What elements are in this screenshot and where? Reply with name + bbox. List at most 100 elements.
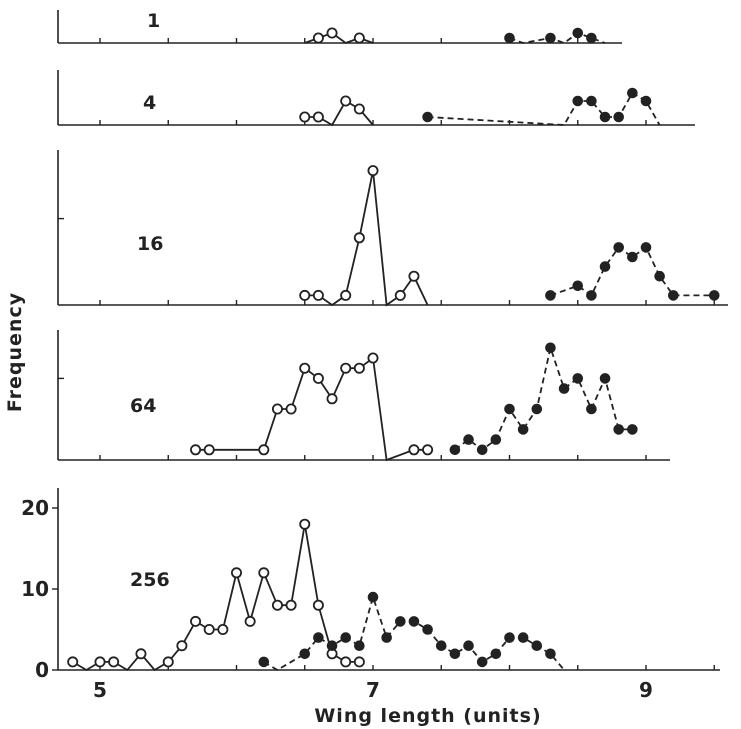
x-tick-label: 5 bbox=[93, 678, 107, 702]
data-point bbox=[394, 289, 406, 301]
filled-circle-series bbox=[449, 342, 638, 456]
panel-label: 1 bbox=[147, 10, 160, 32]
data-point bbox=[190, 615, 202, 627]
x-axis-title: Wing length (units) bbox=[314, 705, 541, 727]
data-point bbox=[613, 424, 625, 435]
data-point bbox=[312, 289, 324, 301]
data-point bbox=[313, 632, 324, 643]
data-point bbox=[285, 403, 297, 415]
data-point bbox=[258, 567, 270, 579]
data-point bbox=[367, 591, 379, 603]
data-point bbox=[504, 632, 515, 643]
data-point bbox=[572, 373, 584, 384]
data-point bbox=[627, 87, 638, 99]
data-point bbox=[340, 362, 352, 374]
data-point bbox=[340, 95, 352, 107]
data-point bbox=[449, 444, 461, 456]
filled-circle-series bbox=[258, 591, 565, 672]
open-circle-series bbox=[190, 352, 434, 462]
data-point bbox=[627, 251, 638, 263]
y-axis-title: Frequency bbox=[4, 292, 26, 412]
data-point bbox=[340, 632, 352, 643]
data-point bbox=[599, 373, 611, 384]
data-point bbox=[545, 290, 556, 301]
data-point bbox=[367, 352, 379, 364]
data-point bbox=[640, 242, 652, 253]
data-point bbox=[176, 640, 188, 652]
data-point bbox=[599, 261, 611, 272]
data-point bbox=[354, 640, 365, 652]
data-point bbox=[572, 280, 584, 292]
data-point bbox=[558, 383, 570, 394]
data-point bbox=[517, 424, 529, 435]
data-point bbox=[299, 518, 311, 530]
data-point bbox=[490, 648, 502, 660]
series-line bbox=[427, 91, 661, 126]
chart-panels: 1 4 16 64 0 10 20 256 5 7 9 bbox=[21, 10, 728, 702]
data-point bbox=[394, 616, 406, 627]
panel-1: 1 bbox=[57, 10, 622, 45]
filled-circle-series bbox=[545, 242, 720, 301]
data-point bbox=[299, 289, 311, 301]
data-point bbox=[203, 624, 215, 636]
data-point bbox=[135, 648, 147, 660]
open-circle-series bbox=[299, 95, 374, 127]
data-point bbox=[545, 648, 556, 660]
data-point bbox=[627, 424, 638, 435]
data-point bbox=[463, 640, 474, 652]
data-point bbox=[299, 111, 311, 123]
data-point bbox=[326, 393, 338, 405]
data-point bbox=[340, 656, 352, 668]
data-point bbox=[353, 32, 365, 44]
data-point bbox=[422, 111, 433, 123]
data-point bbox=[531, 403, 543, 415]
data-point bbox=[504, 403, 515, 415]
open-circle-series bbox=[304, 27, 374, 45]
data-point bbox=[640, 95, 652, 107]
panel-4: 4 bbox=[57, 70, 695, 127]
data-point bbox=[312, 111, 324, 123]
data-point bbox=[340, 289, 352, 301]
data-point bbox=[422, 444, 434, 456]
x-tick-label: 9 bbox=[639, 678, 653, 702]
data-point bbox=[217, 624, 229, 636]
data-point bbox=[463, 434, 474, 445]
data-point bbox=[353, 232, 365, 244]
filled-circle-series bbox=[422, 87, 661, 126]
data-point bbox=[312, 599, 324, 611]
data-point bbox=[613, 242, 625, 253]
data-point bbox=[203, 444, 215, 456]
series-line bbox=[304, 170, 429, 307]
data-point bbox=[531, 640, 543, 652]
data-point bbox=[654, 270, 665, 282]
data-point bbox=[326, 27, 338, 39]
y-tick-label: 20 bbox=[21, 496, 49, 520]
data-point bbox=[545, 32, 556, 44]
panel-label: 4 bbox=[143, 92, 156, 114]
data-point bbox=[190, 444, 202, 456]
data-point bbox=[572, 27, 584, 39]
x-tick-label: 7 bbox=[366, 678, 380, 702]
panel-label: 256 bbox=[130, 569, 170, 591]
data-point bbox=[408, 270, 420, 282]
data-point bbox=[422, 624, 433, 635]
data-point bbox=[67, 656, 79, 668]
data-point bbox=[476, 656, 488, 668]
data-point bbox=[586, 403, 597, 415]
series-line bbox=[454, 344, 633, 451]
series-line bbox=[195, 356, 428, 462]
data-point bbox=[353, 656, 365, 668]
data-point bbox=[94, 656, 106, 668]
data-point bbox=[230, 567, 242, 579]
y-tick-label: 10 bbox=[21, 577, 49, 601]
panel-256: 0 10 20 256 bbox=[21, 488, 720, 682]
data-point bbox=[271, 599, 283, 611]
data-point bbox=[408, 444, 420, 456]
filled-circle-series bbox=[504, 27, 606, 45]
data-point bbox=[244, 615, 256, 627]
data-point bbox=[271, 403, 283, 415]
data-point bbox=[599, 111, 611, 123]
data-point bbox=[476, 444, 488, 456]
data-point bbox=[326, 640, 338, 652]
